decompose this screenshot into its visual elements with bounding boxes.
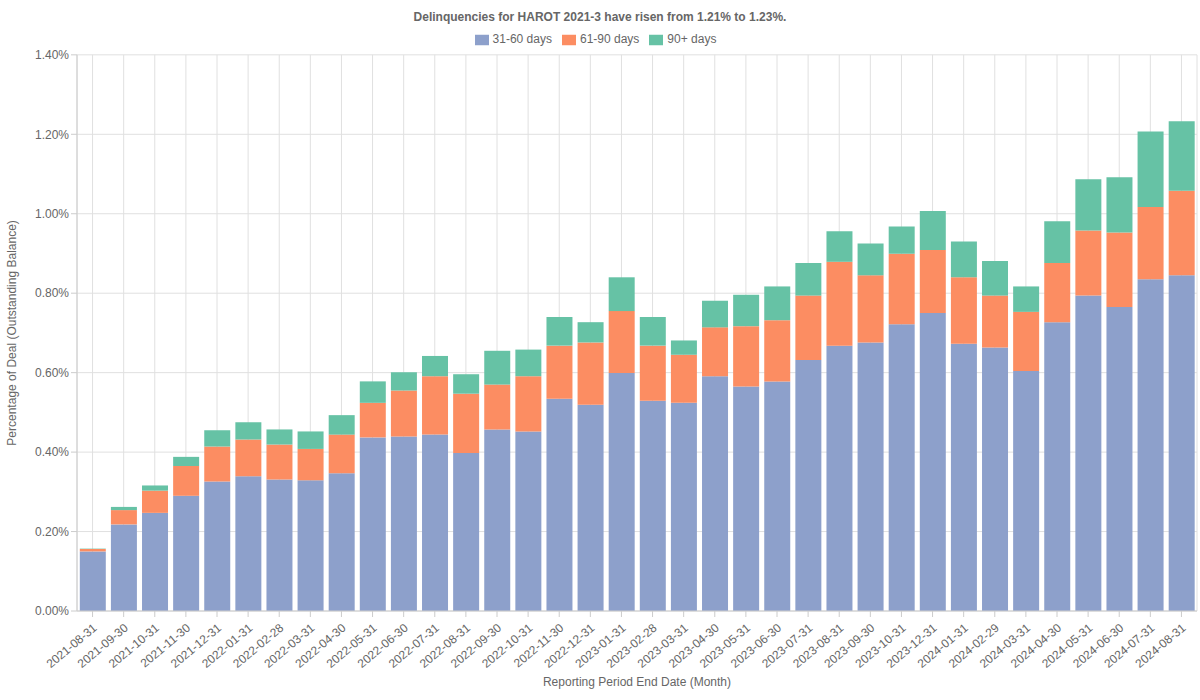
html-text:61-90 days: 61-90 days	[580, 32, 640, 46]
svg-text:2024-02-29: 2024-02-29	[945, 620, 1002, 671]
svg-text:2022-05-31: 2022-05-31	[323, 620, 380, 671]
svg-text:2022-07-31: 2022-07-31	[385, 620, 442, 671]
svg-text:2023-01-31: 2023-01-31	[572, 620, 629, 671]
svg-text:2024-07-31: 2024-07-31	[1101, 620, 1158, 671]
svg-text:2022-08-31: 2022-08-31	[416, 620, 473, 671]
svg-text:0.40%: 0.40%	[35, 445, 69, 459]
svg-text:0.80%: 0.80%	[35, 286, 69, 300]
svg-text:2024-01-31: 2024-01-31	[914, 620, 971, 671]
svg-text:2024-03-31: 2024-03-31	[976, 620, 1033, 671]
html-text:Delinquencies for HAROT 2021-3: Delinquencies for HAROT 2021-3 have rise…	[413, 10, 787, 24]
svg-text:2023-06-30: 2023-06-30	[728, 620, 785, 671]
svg-text:1.40%: 1.40%	[35, 48, 69, 62]
svg-text:2022-06-30: 2022-06-30	[354, 620, 411, 671]
svg-text:2022-11-30: 2022-11-30	[510, 620, 567, 671]
svg-text:2024-05-31: 2024-05-31	[1039, 620, 1096, 671]
svg-text:2021-10-31: 2021-10-31	[105, 620, 162, 671]
svg-text:2023-04-30: 2023-04-30	[665, 620, 722, 671]
svg-text:2023-08-31: 2023-08-31	[790, 620, 847, 671]
svg-text:2023-05-31: 2023-05-31	[696, 620, 753, 671]
svg-text:2021-11-30: 2021-11-30	[137, 620, 193, 671]
svg-text:Percentage of Deal (Outstandin: Percentage of Deal (Outstanding Balance)	[8, 220, 19, 445]
html-text:90+ days: 90+ days	[667, 32, 717, 46]
svg-text:1.20%: 1.20%	[35, 128, 69, 142]
svg-text:2023-07-31: 2023-07-31	[759, 620, 816, 671]
svg-text:1.00%: 1.00%	[35, 207, 69, 221]
svg-text:2023-02-28: 2023-02-28	[603, 620, 660, 671]
svg-text:2023-09-30: 2023-09-30	[821, 620, 878, 671]
svg-text:0.20%: 0.20%	[35, 525, 69, 539]
svg-text:2023-03-31: 2023-03-31	[634, 620, 691, 671]
svg-text:2022-12-31: 2022-12-31	[541, 620, 598, 671]
svg-text:2022-10-31: 2022-10-31	[479, 620, 536, 671]
svg-text:2024-04-30: 2024-04-30	[1008, 620, 1065, 671]
svg-text:Reporting Period End Date (Mon: Reporting Period End Date (Month)	[543, 675, 731, 689]
svg-text:0.00%: 0.00%	[35, 604, 69, 618]
html-text:31-60 days: 31-60 days	[492, 32, 552, 46]
svg-text:2021-12-31: 2021-12-31	[168, 620, 225, 671]
svg-text:0.60%: 0.60%	[35, 366, 69, 380]
svg-text:2023-10-31: 2023-10-31	[852, 620, 909, 671]
svg-text:2021-09-30: 2021-09-30	[74, 620, 131, 671]
svg-text:2022-04-30: 2022-04-30	[292, 620, 349, 671]
svg-text:2023-12-31: 2023-12-31	[883, 620, 940, 671]
svg-text:2024-06-30: 2024-06-30	[1070, 620, 1127, 671]
svg-text:2022-02-28: 2022-02-28	[230, 620, 287, 671]
svg-text:2022-03-31: 2022-03-31	[261, 620, 318, 671]
svg-text:2022-09-30: 2022-09-30	[448, 620, 505, 671]
svg-text:2022-01-31: 2022-01-31	[199, 620, 256, 671]
svg-text:2024-08-31: 2024-08-31	[1132, 620, 1188, 670]
svg-text:2021-08-31: 2021-08-31	[43, 620, 100, 671]
